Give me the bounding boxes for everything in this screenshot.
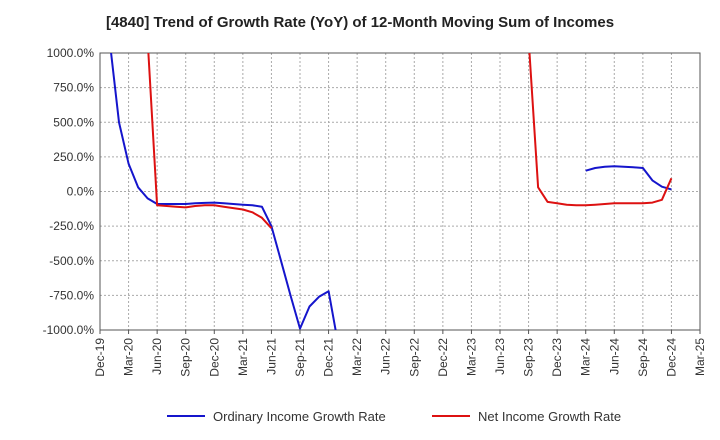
x-tick-label: Sep-21 [293,338,307,377]
legend-label-ordinary-income: Ordinary Income Growth Rate [213,408,386,424]
x-tick-label: Jun-24 [607,338,621,375]
legend: Ordinary Income Growth Rate Net Income G… [0,406,720,426]
y-tick-label: 0.0% [67,185,95,199]
x-tick-label: Sep-20 [179,338,193,377]
x-tick-label: Dec-22 [436,338,450,377]
y-tick-label: 500.0% [53,115,94,129]
legend-swatch-net-income [432,415,470,417]
ordinary-income-growth-rate-line-1 [585,165,672,191]
x-tick-label: Jun-23 [493,338,507,375]
x-tick-label: Jun-22 [379,338,393,375]
legend-item-net-income: Net Income Growth Rate [432,406,621,426]
x-tick-label: Jun-20 [150,338,164,375]
x-tick-label: Dec-21 [322,338,336,377]
net-income-growth-rate-line-2 [147,53,273,229]
legend-swatch-ordinary-income [167,415,205,417]
y-tick-label: 1000.0% [47,46,95,60]
chart-title: [4840] Trend of Growth Rate (YoY) of 12-… [105,14,615,31]
x-tick-label: Mar-23 [464,338,478,376]
ordinary-income-growth-rate-line-0 [110,53,337,330]
x-tick-label: Sep-22 [407,338,421,377]
x-tick-label: Sep-23 [522,338,536,377]
x-tick-label: Dec-24 [664,338,678,377]
x-tick-label: Dec-20 [207,338,221,377]
y-tick-label: -750.0% [49,288,94,302]
legend-item-ordinary-income: Ordinary Income Growth Rate [167,406,386,426]
x-tick-label: Jun-21 [264,338,278,375]
net-income-growth-rate-line-3 [528,53,673,207]
x-tick-label: Dec-23 [550,338,564,377]
y-tick-label: 750.0% [53,81,94,95]
x-tick-label: Mar-24 [579,338,593,376]
y-tick-label: -500.0% [49,254,94,268]
legend-label-net-income: Net Income Growth Rate [478,408,622,424]
x-tick-label: Mar-25 [693,338,707,376]
plot-frame [99,52,701,331]
x-tick-label: Mar-20 [122,338,136,376]
y-tick-label: -250.0% [49,219,94,233]
x-tick-label: Sep-24 [636,338,650,377]
x-tick-label: Mar-21 [236,338,250,376]
x-tick-label: Dec-19 [93,338,107,377]
y-tick-label: 250.0% [53,150,94,164]
x-tick-label: Mar-22 [350,338,364,376]
y-tick-label: -1000.0% [43,323,95,337]
